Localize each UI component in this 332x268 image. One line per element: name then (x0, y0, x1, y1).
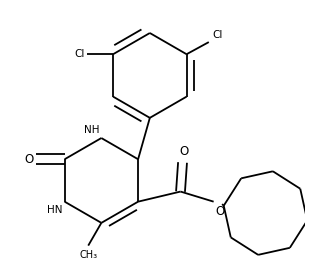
Text: O: O (24, 153, 33, 166)
Text: NH: NH (84, 125, 99, 135)
Text: Cl: Cl (74, 49, 85, 59)
Text: HN: HN (47, 205, 63, 215)
Text: Cl: Cl (212, 30, 222, 40)
Text: O: O (179, 146, 188, 158)
Text: O: O (216, 205, 225, 218)
Text: CH₃: CH₃ (79, 250, 97, 260)
